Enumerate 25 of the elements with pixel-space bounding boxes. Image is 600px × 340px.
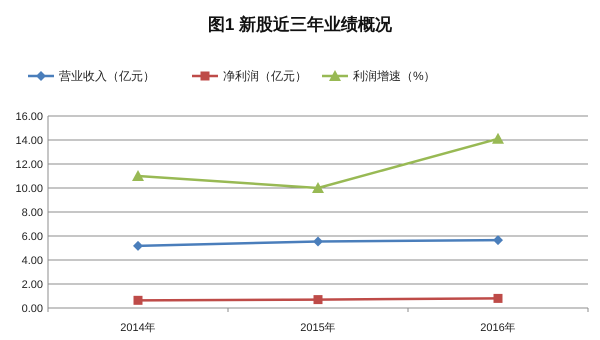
y-tick-label: 14.00 — [15, 135, 43, 147]
y-tick-label: 4.00 — [22, 255, 43, 267]
legend-label: 利润增速（%） — [353, 69, 436, 83]
point — [314, 295, 322, 304]
point — [494, 294, 502, 303]
point — [133, 240, 143, 251]
point — [134, 296, 142, 305]
legend-label: 净利润（亿元） — [223, 69, 307, 83]
point — [132, 170, 144, 181]
y-tick-label: 8.00 — [22, 207, 43, 219]
y-tick-label: 12.00 — [15, 159, 43, 171]
x-tick-label: 2016年 — [480, 322, 516, 334]
x-tick-label: 2014年 — [120, 322, 156, 334]
point — [312, 182, 324, 193]
x-tick-label: 2015年 — [300, 322, 336, 334]
point — [493, 235, 503, 246]
legend-label: 营业收入（亿元） — [59, 69, 155, 83]
y-tick-label: 0.00 — [22, 303, 43, 315]
y-tick-label: 2.00 — [22, 279, 43, 291]
y-tick-label: 10.00 — [15, 183, 43, 195]
y-tick-label: 6.00 — [22, 231, 43, 243]
point — [313, 236, 323, 247]
chart-title: 图1 新股近三年业绩概况 — [208, 15, 394, 34]
y-tick-label: 16.00 — [15, 111, 43, 123]
point — [492, 132, 504, 144]
